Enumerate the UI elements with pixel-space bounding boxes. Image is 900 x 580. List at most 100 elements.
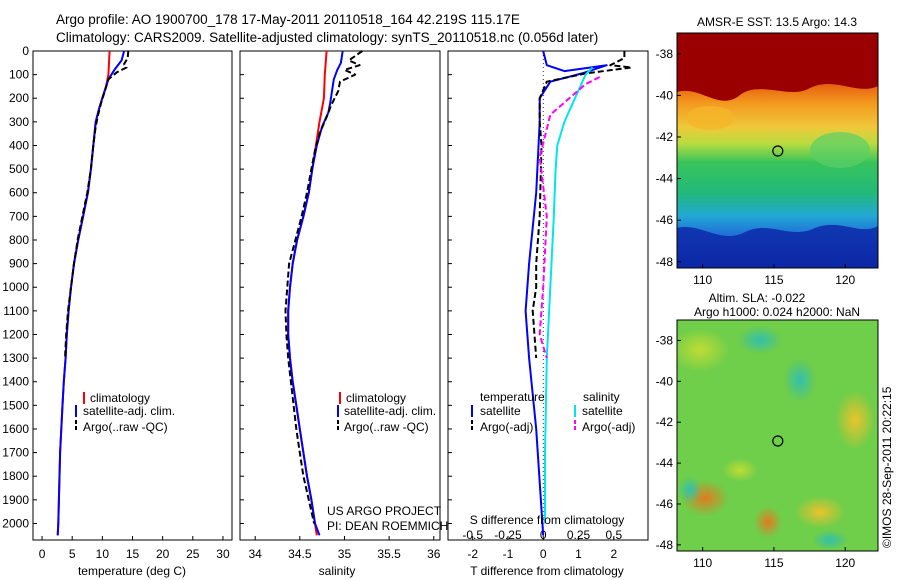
depth-tick-label: 300 [9, 115, 29, 129]
legend-label-argo: Argo(..raw -QC) [83, 420, 168, 434]
sla-map [677, 320, 878, 551]
credit-line-2: PI: DEAN ROEMMICH [327, 519, 448, 533]
imos-watermark: ©IMOS 28-Sep-2011 20:22:15 [880, 386, 894, 548]
lat-tick-label: -48 [656, 538, 674, 552]
sst-cold-pool [677, 224, 878, 268]
depth-tick-label: 1500 [2, 398, 29, 412]
sla-map-title-1: Altim. SLA: -0.022 [709, 291, 806, 305]
depth-tick-label: 1300 [2, 351, 29, 365]
lat-tick-label: -38 [656, 47, 674, 61]
header-line-1: Argo profile: AO 1900700_178 17-May-2011… [56, 12, 520, 27]
depth-tick-label: 800 [9, 233, 29, 247]
sst-map-frame [676, 32, 879, 269]
depth-tick-label: 600 [9, 186, 29, 200]
series-line-climatology [56, 50, 111, 536]
depth-tick-label: 1200 [2, 327, 29, 341]
sla-anomaly [794, 496, 846, 528]
sla-map-frame [676, 319, 879, 552]
depth-tick-label: 1400 [2, 375, 29, 389]
credit-line-1: US ARGO PROJECT [327, 504, 442, 518]
temperature-legend: climatology satellite-adj. clim. Argo(..… [75, 391, 175, 434]
legend-label-s-argo: Argo(-adj) [582, 420, 635, 434]
lon-tick-label: 115 [764, 556, 783, 570]
temperature-plot-frame [32, 50, 233, 541]
s-diff-tick-label: 0.5 [605, 528, 622, 542]
legend-label-t-satellite: satellite [480, 404, 521, 418]
legend-label-climatology: climatology [346, 391, 406, 405]
x-tick-label: 0 [39, 547, 46, 561]
legend-heading-temperature: temperature [480, 390, 545, 404]
s-diff-tick-label: -0.25 [494, 528, 522, 542]
lat-tick-label: -40 [656, 374, 674, 388]
sla-anomaly [678, 476, 702, 504]
sst-warm-front [677, 33, 878, 101]
depth-tick-label: 500 [9, 162, 29, 176]
sla-anomaly [784, 358, 816, 402]
series-line-argo-adj [531, 51, 633, 359]
depth-tick-label: 1800 [2, 469, 29, 483]
series-line-satellite-adj-clim [287, 50, 344, 536]
depth-tick-label: 1100 [3, 304, 29, 318]
lat-tick-label: -42 [656, 415, 674, 429]
legend-label-satellite: satellite-adj. clim. [83, 404, 175, 418]
x-tick-label: 20 [156, 547, 170, 561]
depth-tick-label: 1700 [2, 446, 29, 460]
x-tick-label: 34 [248, 547, 262, 561]
lon-tick-label: 115 [764, 273, 783, 287]
profile-lines [56, 50, 633, 536]
salinity-plot-frame [239, 50, 441, 541]
lat-tick-label: -42 [656, 130, 674, 144]
legend-heading-salinity: salinity [583, 390, 620, 404]
x-tick-label: 2 [610, 547, 617, 561]
sst-warm-patch [686, 106, 734, 130]
series-line-satellite [524, 50, 608, 536]
x-tick-label: -1 [503, 547, 514, 561]
x-tick-label: 35 [338, 547, 352, 561]
depth-tick-label: 100 [9, 68, 29, 82]
depth-tick-label: 900 [9, 257, 29, 271]
sla-map-title-2: Argo h1000: 0.024 h2000: NaN [694, 305, 860, 319]
depth-tick-label: 1000 [2, 280, 29, 294]
legend-label-s-satellite: satellite [582, 404, 623, 418]
depth-tick-label: 700 [9, 209, 29, 223]
temperature-axis-label: temperature (deg C) [78, 564, 186, 578]
sla-anomaly [812, 530, 848, 550]
sst-map [677, 33, 878, 268]
depth-tick-label: 200 [9, 91, 29, 105]
x-tick-label: 0 [540, 547, 547, 561]
x-tick-label: 34.5 [288, 547, 312, 561]
depth-tick-label: 1900 [2, 493, 29, 507]
sla-anomaly [722, 458, 758, 482]
series-line-argo-adj-salinity [538, 76, 601, 359]
x-tick-label: 25 [186, 547, 200, 561]
sla-anomaly [835, 390, 875, 450]
x-tick-label: 36 [427, 547, 441, 561]
x-axes: 0 5 10 15 20 25 30 34 34.5 35 35.5 36 -2 -1 0 1 2 -0.5 -0.… [39, 51, 622, 561]
depth-tick-label: 1600 [2, 422, 29, 436]
depth-tick-label: 400 [9, 138, 29, 152]
t-difference-axis-label: T difference from climatology [470, 564, 624, 578]
x-tick-label: 5 [69, 547, 76, 561]
x-tick-label: 30 [216, 547, 230, 561]
series-line-satellite-adj-clim [56, 50, 126, 536]
s-difference-axis-label: S difference from climatology [470, 513, 625, 527]
lat-tick-label: -46 [656, 497, 674, 511]
legend-label-climatology: climatology [90, 391, 150, 405]
x-tick-label: 10 [96, 547, 110, 561]
sst-map-axes: -38 -40 -42 -44 -46 -48 110 115 120 [656, 47, 856, 287]
lat-tick-label: -44 [656, 456, 674, 470]
x-tick-label: 15 [126, 547, 140, 561]
lon-tick-label: 120 [835, 556, 855, 570]
lat-tick-label: -40 [656, 88, 674, 102]
sla-anomaly [738, 326, 782, 354]
salinity-axis-label: salinity [319, 564, 356, 578]
sla-argo-marker [772, 435, 784, 447]
sst-map-title: AMSR-E SST: 13.5 Argo: 14.3 [697, 15, 857, 29]
header-line-2: Climatology: CARS2009. Satellite-adjuste… [56, 30, 598, 45]
lon-tick-label: 110 [693, 273, 712, 287]
difference-plot-frame [447, 50, 649, 541]
series-line-climatology [287, 50, 328, 536]
sla-map-axes: -38 -40 -42 -44 -46 -48 110 115 120 [656, 333, 856, 570]
x-tick-label: -2 [467, 547, 478, 561]
